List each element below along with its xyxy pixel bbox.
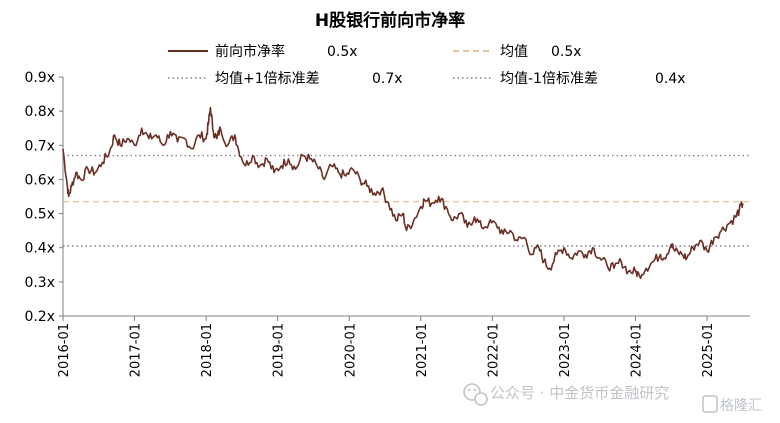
legend-value-plus-sd: 0.7x xyxy=(372,71,403,87)
x-tick-label: 2022-01 xyxy=(486,323,501,377)
x-tick-label: 2021-01 xyxy=(415,323,430,377)
x-axis: 2016-01 2017-01 2018-01 2019-01 2020-01 2021-… xyxy=(57,315,750,377)
wechat-icon xyxy=(463,383,488,406)
legend-label-minus-sd: 均值-1倍标准差 xyxy=(500,71,598,87)
x-tick-label: 2016-01 xyxy=(57,323,72,377)
chart-title: H股银行前向市净率 xyxy=(315,10,465,31)
x-tick-label: 2020-01 xyxy=(343,323,358,377)
legend-value-minus-sd: 0.4x xyxy=(655,71,686,87)
y-tick-label: 0.4x xyxy=(24,241,55,257)
x-tick-label: 2024-01 xyxy=(630,323,645,377)
x-tick-label: 2019-01 xyxy=(272,323,287,377)
logo-icon xyxy=(702,395,718,413)
reference-lines xyxy=(63,154,750,247)
y-axis: 0.2x 0.3x 0.4x 0.5x 0.6x 0.7x 0.8x 0.9x xyxy=(24,70,64,325)
watermark: 公众号 · 中金货币金融研究 格隆汇 xyxy=(463,383,766,415)
y-tick-label: 0.6x xyxy=(24,172,55,188)
legend-label-mean: 均值 xyxy=(500,44,528,60)
x-tick-label: 2023-01 xyxy=(558,323,573,377)
legend-label-plus-sd: 均值+1倍标准差 xyxy=(215,71,320,87)
legend-item-minus-sd: 均值-1倍标准差 0.4x xyxy=(453,71,686,87)
legend-item-ratio: 前向市净率 0.5x xyxy=(168,43,358,60)
watermark-logo: 格隆汇 xyxy=(700,393,766,415)
y-tick-label: 0.2x xyxy=(24,309,55,325)
watermark-logo-text: 格隆汇 xyxy=(720,398,762,414)
y-tick-label: 0.8x xyxy=(24,104,55,120)
x-tick-label: 2025-01 xyxy=(701,323,716,377)
y-tick-label: 0.5x xyxy=(24,207,55,223)
y-tick-label: 0.9x xyxy=(24,70,55,86)
legend-item-plus-sd: 均值+1倍标准差 0.7x xyxy=(168,71,403,87)
legend-item-mean: 均值 0.5x xyxy=(453,44,582,60)
x-tick-label: 2018-01 xyxy=(200,323,215,377)
legend: 前向市净率 0.5x 均值 0.5x 均值+1倍标准差 0.7x 均值-1倍标准… xyxy=(168,43,686,87)
series-line-0 xyxy=(62,106,744,280)
y-tick-label: 0.3x xyxy=(24,275,55,291)
watermark-text: 公众号 · 中金货币金融研究 xyxy=(490,384,669,402)
x-tick-label: 2017-01 xyxy=(129,323,144,377)
legend-value-ratio: 0.5x xyxy=(327,44,358,60)
y-tick-label: 0.7x xyxy=(24,138,55,154)
legend-value-mean: 0.5x xyxy=(551,44,582,60)
series-layer xyxy=(62,106,744,280)
legend-label-ratio: 前向市净率 xyxy=(215,43,285,60)
